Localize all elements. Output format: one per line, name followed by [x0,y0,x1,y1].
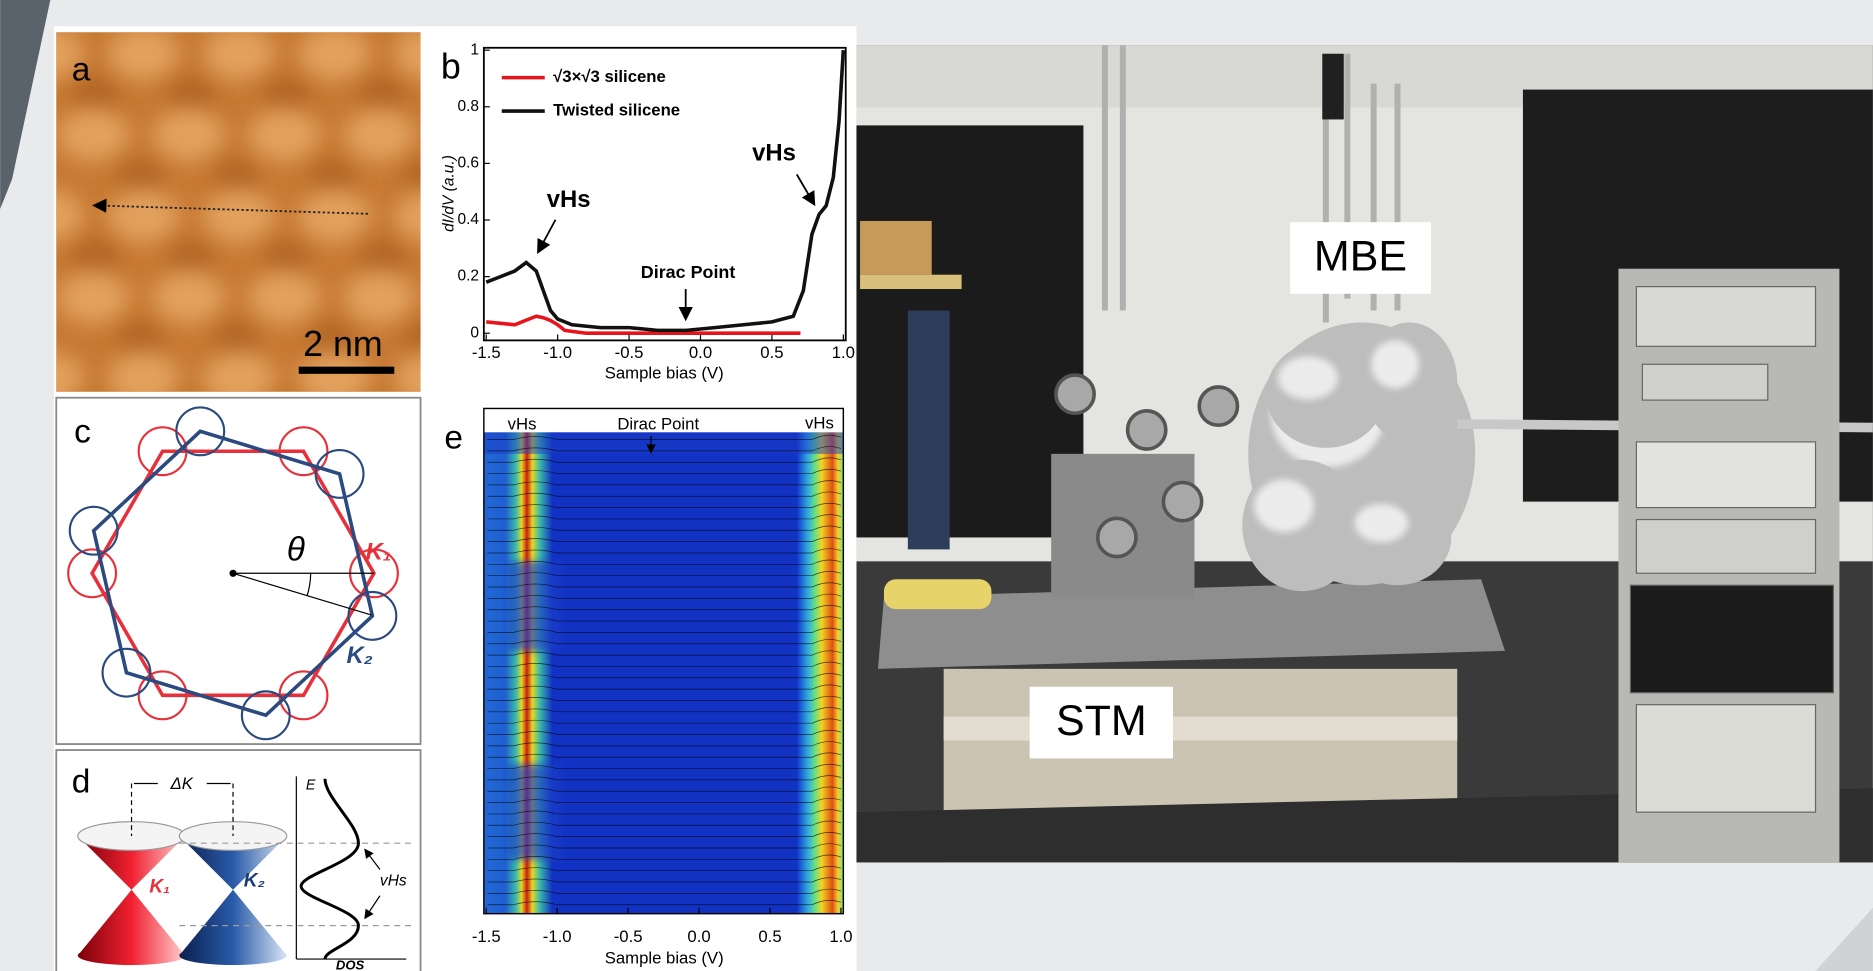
scale-bar-label: 2 nm [303,324,383,364]
stm-bright-spot [344,109,416,162]
blue-dirac-cone-base [179,946,286,965]
k2-label: K₂ [346,642,372,669]
instrument-panel [1642,364,1767,400]
k1-label: K₁ [366,538,392,565]
panel-label: c [74,413,91,450]
mbe-foil-highlight [1254,480,1314,533]
stm-bright-spot [153,109,225,162]
pump [1322,54,1343,120]
energy-label: E [306,778,316,794]
stm-bright-spot [57,271,129,324]
photo-label: MBE [1314,233,1407,281]
slide-stripe [0,0,50,209]
cabinet [908,311,950,550]
slide-stripe [1816,908,1873,971]
instrument-panel [1636,520,1815,574]
theta-label: θ [287,532,305,569]
instrument-panel [1636,442,1815,508]
flange [1056,375,1094,413]
y-tick-label: 0 [470,324,479,341]
red-dirac-cone-base [78,946,185,965]
mbe-foil-highlight [1355,504,1409,542]
table-leg [944,717,1458,741]
legend-label: √3×√3 silicene [553,67,666,86]
stm-bright-spot [249,271,321,324]
x-tick-label: 1.0 [832,343,855,362]
stm-bright-spot [299,190,371,243]
x-tick-label: -0.5 [614,927,643,946]
x-tick-label: 1.0 [829,927,852,946]
instrument-panel [1636,705,1815,812]
delta-k-label: ΔK [169,774,193,793]
annotation: vHs [508,415,537,434]
annotation: Dirac Point [641,262,736,282]
stm-bright-spot [203,190,275,243]
scale-bar [299,367,395,374]
y-tick-label: 0.4 [457,211,479,228]
instrument-panel [1636,287,1815,347]
annotation: vHs [752,139,796,166]
stm-bright-spot [57,109,129,162]
annotation: Dirac Point [617,415,699,434]
stm-bright-spot [249,109,321,162]
cardboard-box [860,221,932,275]
x-tick-label: -0.5 [615,343,644,362]
annotation: vHs [547,186,591,213]
instrument-panel [1630,585,1833,692]
mbe-foil-highlight [1278,357,1338,400]
x-tick-label: 0.5 [760,343,783,362]
x-axis-label: Sample bias (V) [605,948,724,967]
y-tick-label: 0.6 [457,154,479,171]
k2-label: K₂ [244,870,265,891]
stm-bright-spot [108,27,180,80]
slide: a 2 nm b 0 0.2 0.4 0.6 0.8 1 -1.5 -1.0 -0.5 0.0 0.5 1.… [0,0,1873,971]
vhs-label: vHs [380,873,407,890]
y-tick-label: 0.8 [457,98,479,115]
x-tick-label: 0.5 [758,927,781,946]
photo-label: STM [1056,697,1147,745]
x-axis-label: Sample bias (V) [605,363,724,382]
stm-bright-spot [203,27,275,80]
flange [1163,483,1201,521]
blackboard [856,125,1083,537]
legend-label: Twisted silicene [553,100,680,119]
x-tick-label: -1.0 [543,343,572,362]
panel-label: b [441,47,461,87]
mbe-foil-highlight [1371,340,1419,388]
y-axis-label: dI/dV (a.u.) [440,155,457,232]
y-tick-label: 1 [470,41,479,58]
flange [1128,411,1166,449]
x-tick-label: 0.0 [689,343,712,362]
gloves [884,579,991,609]
x-tick-label: 0.0 [687,927,710,946]
shelf [860,275,962,289]
x-tick-label: -1.5 [472,927,501,946]
panel-label: d [72,763,91,800]
stm-bright-spot [344,271,416,324]
y-tick-label: 0.2 [457,268,479,285]
x-tick-label: -1.5 [472,343,501,362]
x-tick-label: -1.0 [543,927,572,946]
panel-label: a [72,51,91,88]
page: { "panel_a": {"label": "a", "scale_bar":… [0,0,1873,971]
panel-label: e [444,419,463,456]
stm-bright-spot [108,190,180,243]
stm-bright-spot [12,190,84,243]
stm-bright-spot [153,271,225,324]
stm-bright-spot [299,27,371,80]
flange [1098,518,1136,556]
k1-label: K₁ [149,876,170,897]
dos-label: DOS [336,958,365,971]
flange [1199,387,1237,425]
annotation: vHs [805,413,834,432]
